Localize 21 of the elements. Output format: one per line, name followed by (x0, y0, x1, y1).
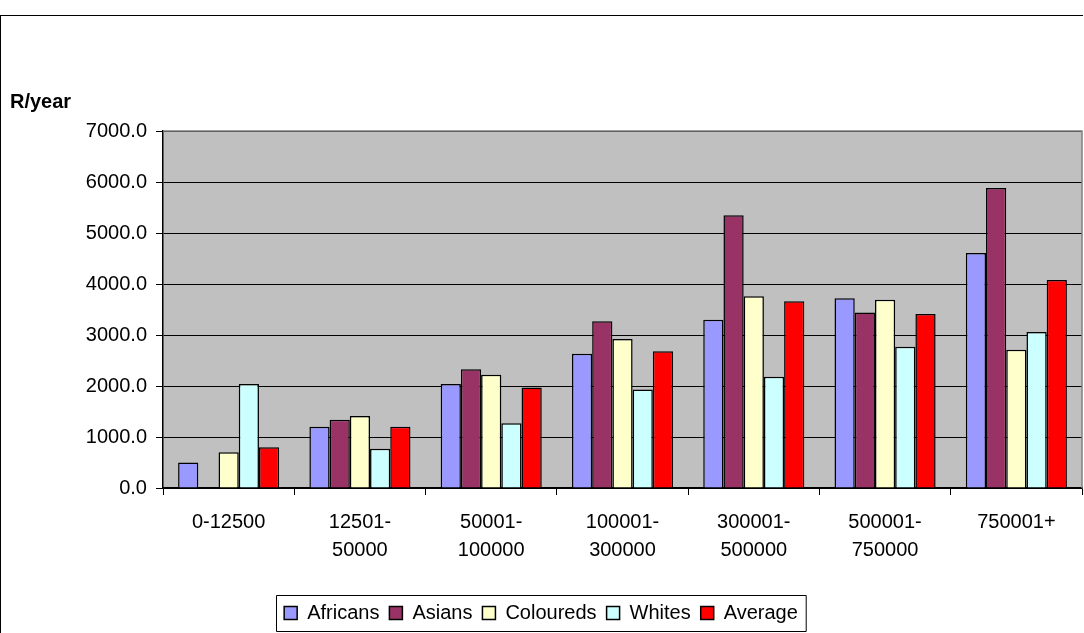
legend-label: Average (723, 600, 798, 623)
y-tick-label: 2000.0 (85, 373, 147, 396)
y-tick-label: 3000.0 (85, 322, 147, 345)
legend-label: Africans (307, 600, 380, 623)
x-tick-label: 500001-750000 (848, 509, 922, 560)
x-tick-label: 0-12500 (191, 509, 266, 532)
legend-label: Coloureds (505, 600, 597, 623)
x-tick-label: 100001-300000 (585, 509, 660, 560)
x-tick-label: 50001-100000 (457, 509, 525, 560)
legend-label: Whites (629, 600, 691, 623)
y-tick-label: 6000.0 (85, 169, 147, 192)
y-tick-label: 7000.0 (85, 118, 147, 141)
y-tick-label: 0.0 (119, 475, 147, 498)
y-tick-label: 1000.0 (85, 424, 147, 447)
legend-label: Asians (412, 600, 473, 623)
y-tick-label: 5000.0 (85, 220, 147, 243)
x-tick-label: 300001-500000 (717, 509, 791, 560)
y-axis-title: R/year (10, 90, 72, 112)
x-tick-label: 12501-50000 (328, 509, 392, 560)
y-tick-label: 4000.0 (85, 271, 147, 294)
x-tick-label: 750001+ (977, 509, 1056, 532)
